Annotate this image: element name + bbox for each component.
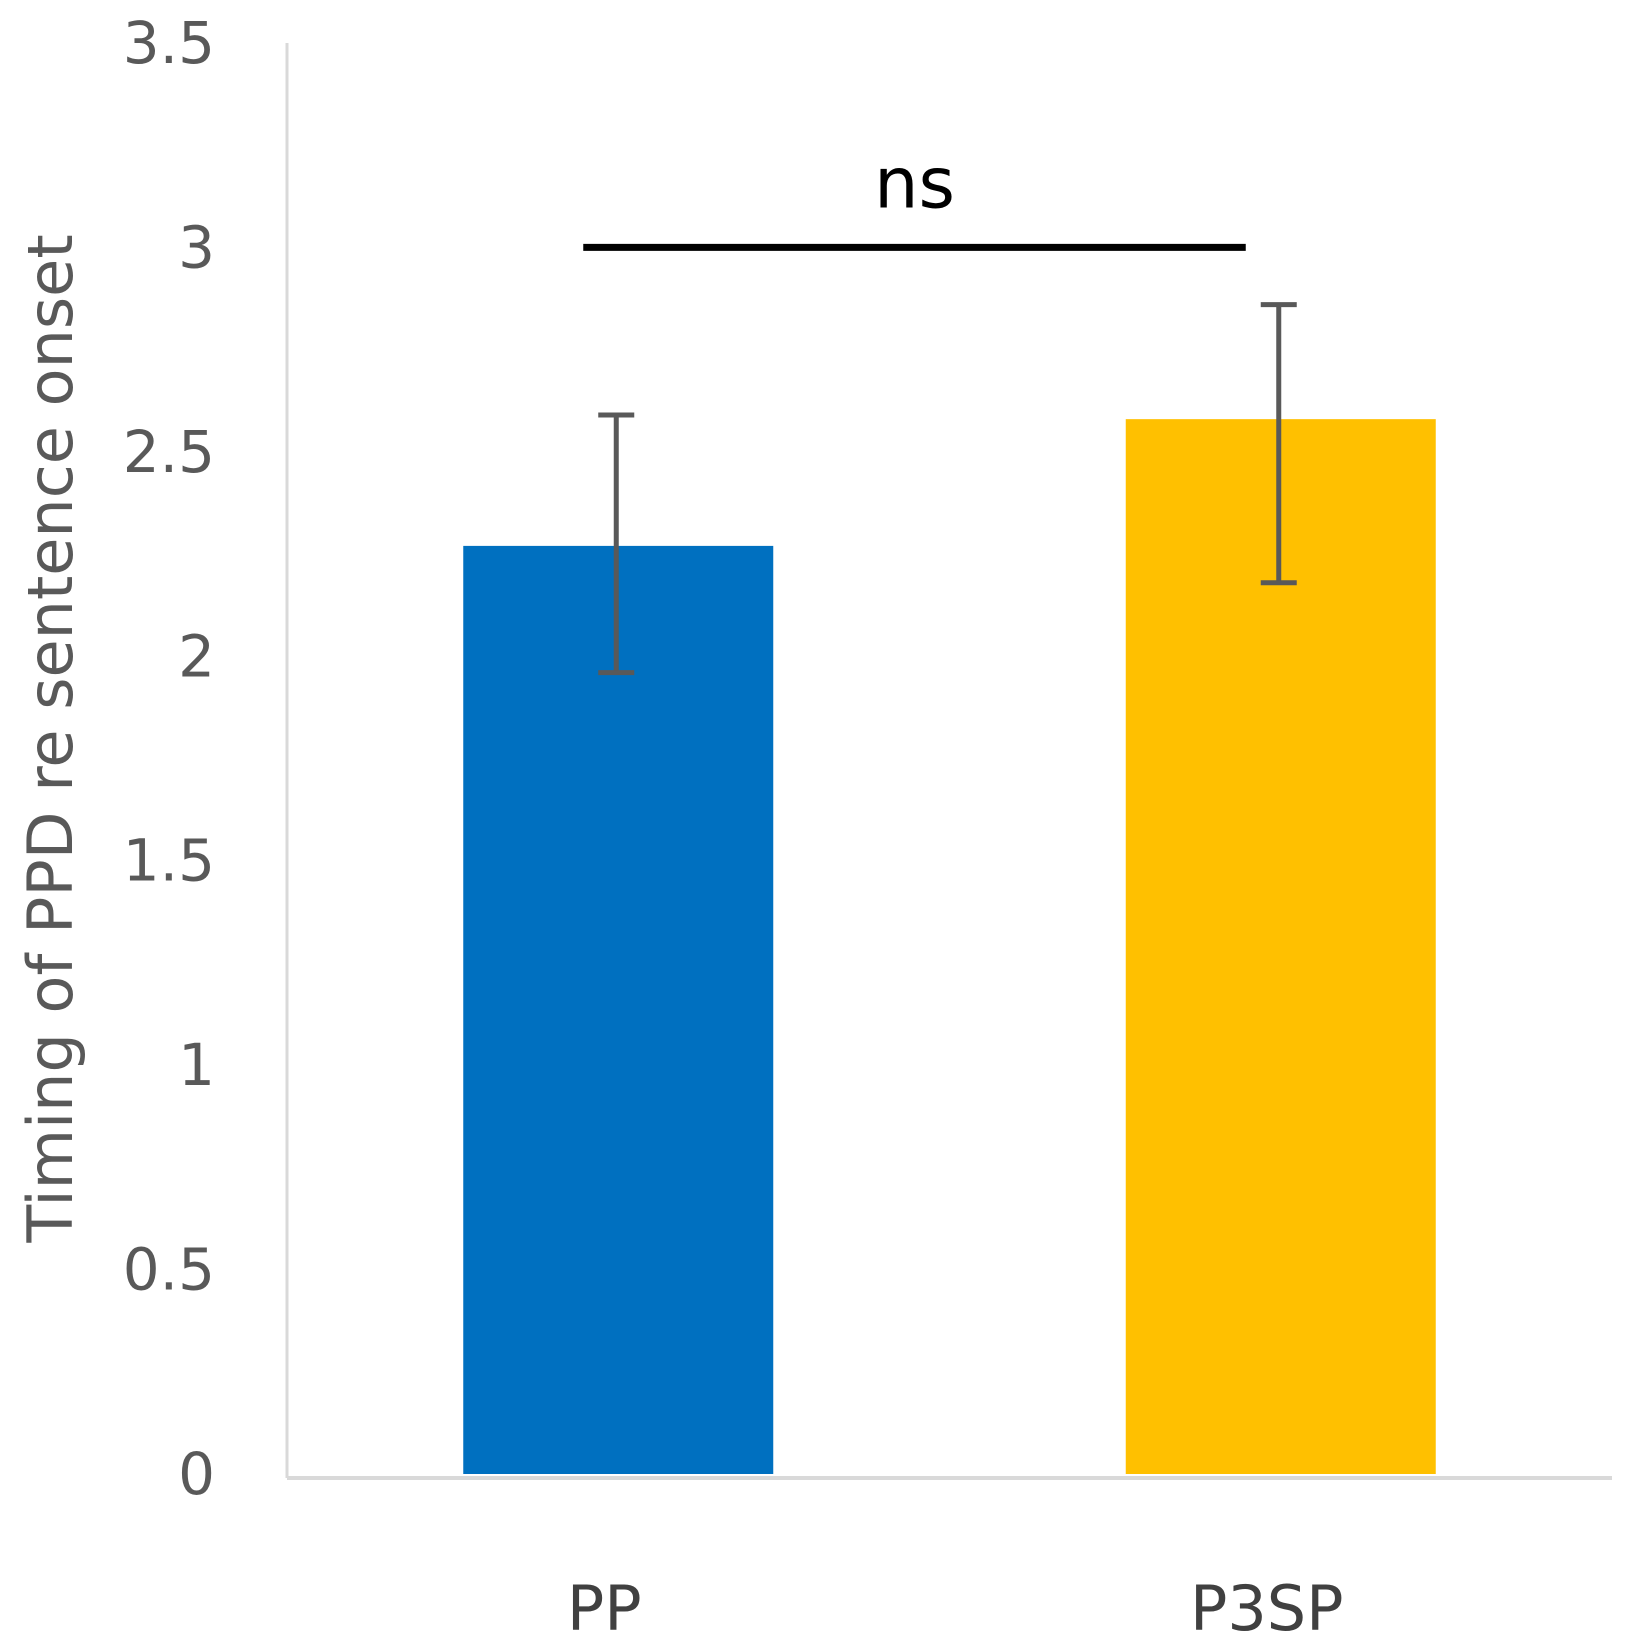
bar-p3sp	[1125, 419, 1436, 1474]
y-axis-title: Timing of PPD re sentence onset	[14, 234, 87, 1243]
axes	[285, 43, 1612, 1480]
y-tick-label: 1.5	[123, 827, 215, 895]
y-tick-label: 2	[178, 622, 215, 690]
bar-pp	[463, 545, 774, 1474]
x-tick-label: PP	[567, 1572, 642, 1645]
error-bar-pp	[598, 412, 635, 676]
y-tick-label: 3	[178, 213, 215, 281]
significance-label: ns	[874, 142, 955, 224]
y-tick-labels: 0 0.5 1 1.5 2 2.5 3 3.5	[123, 9, 215, 1508]
bars	[463, 419, 1436, 1474]
y-tick-label: 0.5	[123, 1236, 215, 1304]
y-tick-label: 3.5	[123, 9, 215, 77]
error-bar-p3sp	[1260, 302, 1297, 586]
category-labels: PP P3SP	[567, 1572, 1344, 1645]
significance-annotation: ns	[583, 142, 1246, 251]
y-tick-label: 0	[178, 1440, 215, 1508]
x-tick-label: P3SP	[1190, 1572, 1344, 1645]
y-tick-label: 1	[178, 1031, 215, 1099]
y-tick-label: 2.5	[123, 418, 215, 486]
error-bars	[598, 302, 1297, 676]
